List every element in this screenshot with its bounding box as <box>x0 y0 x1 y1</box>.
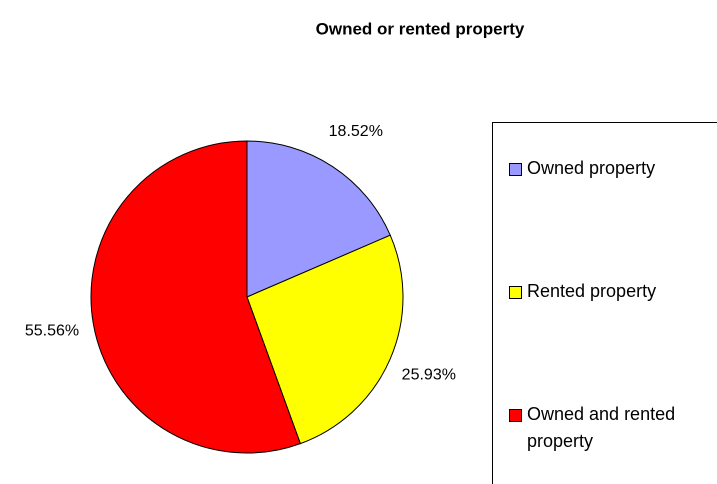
pie-slice <box>246 234 404 445</box>
data-label: 55.56% <box>25 323 79 340</box>
data-label: 18.52% <box>329 123 383 140</box>
data-label: 25.93% <box>402 367 456 384</box>
pie-slice <box>246 140 391 298</box>
legend-label: Rented property <box>527 281 657 301</box>
legend-swatch <box>509 286 522 299</box>
legend-item: Rented property <box>509 278 717 305</box>
legend-item: Owned and rented property <box>509 401 677 455</box>
chart-title: Owned or rented property <box>316 19 525 38</box>
legend-label: Owned property <box>527 158 656 178</box>
legend-item: Owned property <box>509 155 717 182</box>
legend-label: Owned and rented property <box>527 404 676 451</box>
pie-slice <box>90 140 301 454</box>
legend: Owned property Rented property Owned and r… <box>492 122 717 484</box>
legend-swatch <box>509 409 522 422</box>
legend-swatch <box>509 163 522 176</box>
